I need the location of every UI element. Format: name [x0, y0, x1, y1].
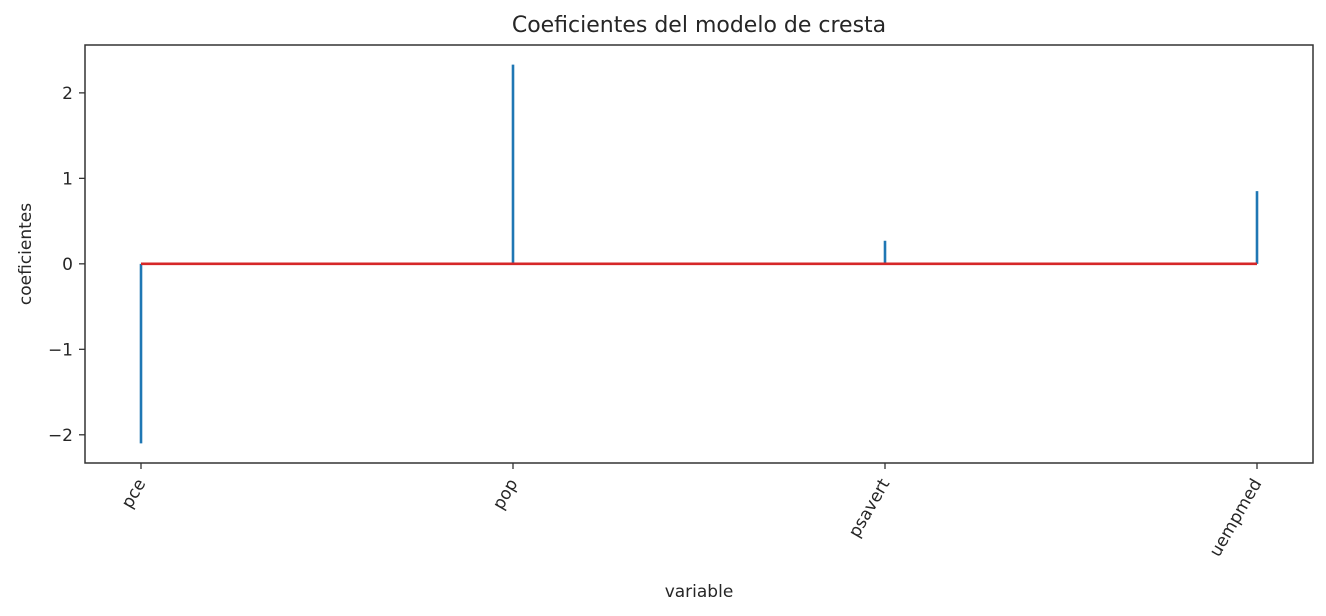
y-axis-label: coeficientes — [16, 203, 36, 305]
y-tick-label: 0 — [62, 255, 73, 275]
y-axis: −2 −1 0 1 2 — [48, 84, 85, 446]
y-tick-label: 2 — [62, 84, 73, 104]
x-axis: pce pop psavert uempmed — [118, 463, 1267, 561]
plot-frame — [84, 44, 1314, 464]
y-tick-label: −1 — [48, 340, 73, 360]
x-tick-label-uempmed: uempmed — [1206, 476, 1267, 561]
x-tick-label-pce: pce — [118, 476, 151, 513]
chart-title: Coeficientes del modelo de cresta — [512, 13, 886, 38]
y-tick-label: 1 — [62, 169, 73, 189]
x-axis-label: variable — [665, 582, 734, 602]
x-tick-label-psavert: psavert — [845, 475, 895, 541]
x-tick-label-pop: pop — [489, 476, 522, 514]
stem-series — [139, 64, 1259, 444]
y-tick-label: −2 — [48, 426, 73, 446]
